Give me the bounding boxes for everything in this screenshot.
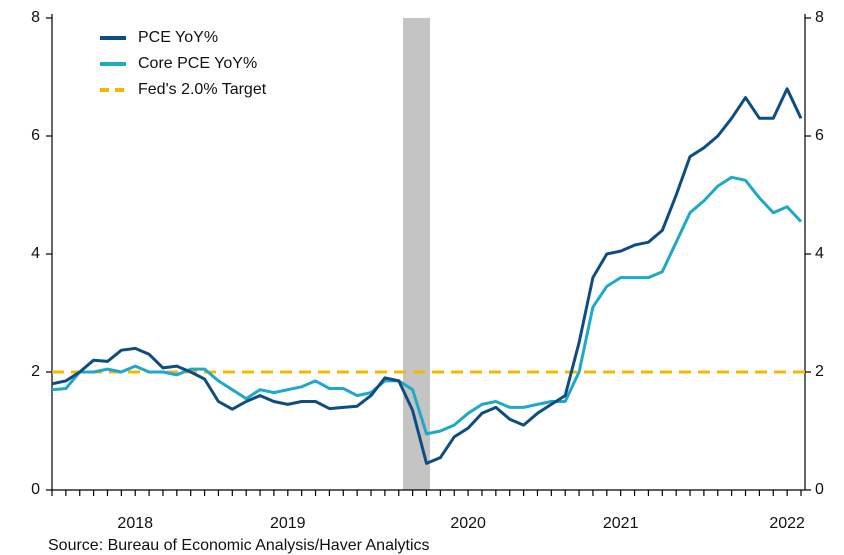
- y2-tick-label: 2: [815, 363, 824, 380]
- y-tick-label: 0: [31, 481, 40, 498]
- y2-tick-label: 4: [815, 245, 824, 262]
- recession-shading: [403, 18, 430, 490]
- x-tick-label: 2020: [450, 515, 486, 532]
- x-tick-label: 2022: [769, 515, 805, 532]
- legend-label: PCE YoY%: [138, 29, 218, 46]
- series-line: [51, 175, 803, 436]
- legend-label: Fed's 2.0% Target: [138, 81, 267, 98]
- y-tick-label: 8: [31, 9, 40, 26]
- series-line: [51, 87, 803, 465]
- source-note: Source: Bureau of Economic Analysis/Have…: [48, 537, 430, 554]
- x-tick-label: 2021: [603, 515, 639, 532]
- y-tick-label: 4: [31, 245, 40, 262]
- y-tick-label: 6: [31, 127, 40, 144]
- legend-label: Core PCE YoY%: [138, 55, 257, 72]
- y2-tick-label: 0: [815, 481, 824, 498]
- y2-tick-label: 8: [815, 9, 824, 26]
- x-tick-label: 2018: [117, 515, 153, 532]
- y2-tick-label: 6: [815, 127, 824, 144]
- x-tick-label: 2019: [270, 515, 306, 532]
- y-tick-label: 2: [31, 363, 40, 380]
